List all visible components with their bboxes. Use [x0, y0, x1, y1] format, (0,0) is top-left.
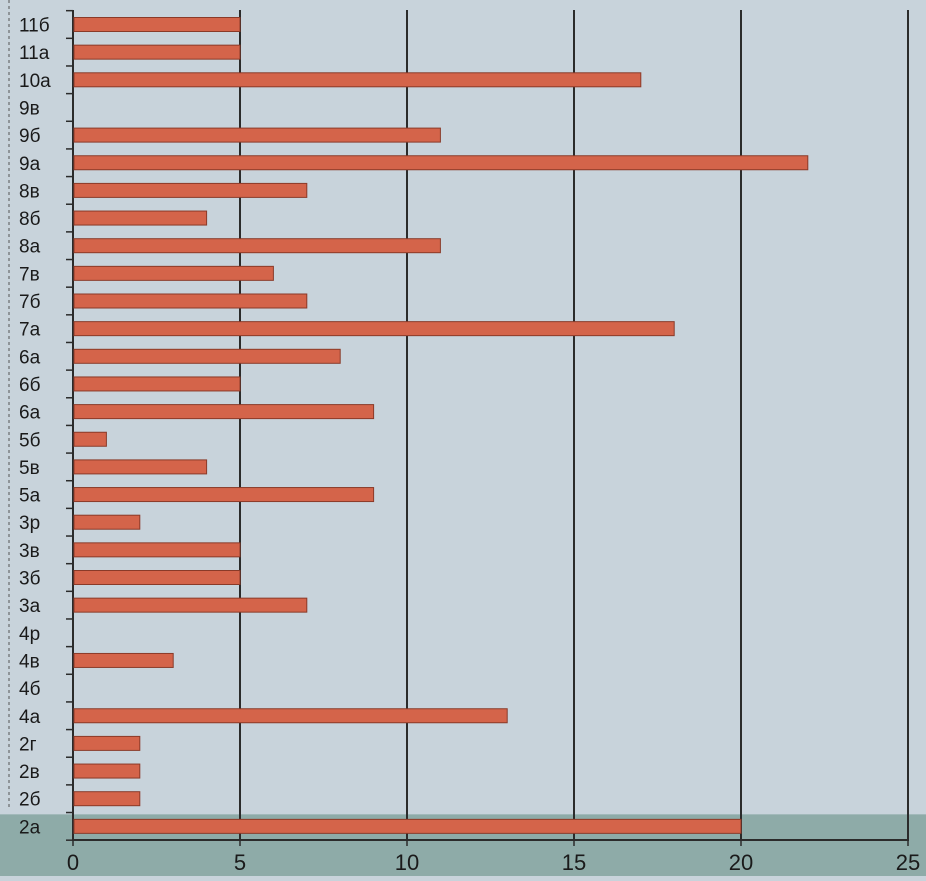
bar-11	[73, 321, 675, 337]
x-tick-label-20: 20	[729, 850, 753, 875]
category-label-23: 4в	[19, 651, 40, 672]
category-label-17: 5а	[19, 486, 41, 507]
bar-12	[73, 348, 341, 364]
bar-13	[73, 376, 241, 392]
x-tick-label-25: 25	[896, 850, 920, 875]
bar-19	[73, 542, 241, 558]
bar-18	[73, 514, 141, 530]
bar-26	[73, 735, 141, 751]
category-label-12: 6а	[19, 347, 41, 368]
category-label-24: 4б	[19, 679, 41, 700]
bar-20	[73, 570, 241, 585]
x-tick-label-0: 0	[67, 850, 79, 875]
bar-25	[73, 708, 508, 724]
bar-15	[73, 431, 107, 447]
category-label-14: 6а	[19, 403, 41, 424]
x-tick-label-15: 15	[562, 850, 586, 875]
bar-27	[73, 763, 141, 779]
x-tick-label-10: 10	[395, 850, 419, 875]
category-label-19: 3в	[19, 541, 40, 562]
category-label-29: 2а	[19, 817, 41, 838]
category-label-22: 4р	[19, 624, 40, 645]
bar-5	[73, 155, 809, 171]
bar-6	[73, 182, 308, 198]
bar-9	[73, 265, 274, 281]
bar-14	[73, 404, 375, 420]
category-label-18: 3р	[19, 513, 40, 534]
bar-28	[73, 791, 141, 807]
category-label-16: 5в	[19, 458, 40, 479]
category-label-20: 3б	[19, 569, 41, 590]
bar-10	[73, 293, 308, 309]
x-tick-label-5: 5	[234, 850, 246, 875]
bar-23	[73, 652, 174, 668]
category-label-25: 4а	[19, 707, 41, 728]
bar-4	[73, 127, 441, 143]
bar-29	[73, 818, 742, 834]
bar-2	[73, 72, 642, 88]
category-label-6: 8в	[19, 181, 40, 202]
category-label-13: 6б	[19, 375, 41, 396]
category-label-15: 5б	[19, 430, 41, 451]
category-label-27: 2в	[19, 762, 40, 783]
category-label-10: 7б	[19, 292, 41, 313]
bar-21	[73, 597, 308, 613]
category-label-7: 8б	[19, 209, 41, 230]
category-label-9: 7в	[19, 264, 40, 285]
category-label-0: 11б	[19, 16, 50, 37]
bar-8	[73, 238, 441, 254]
category-label-4: 9б	[19, 126, 41, 147]
bar-7	[73, 210, 208, 226]
category-label-11: 7а	[19, 320, 41, 341]
bar-1	[73, 44, 241, 60]
bar-0	[73, 17, 241, 32]
bar-17	[73, 487, 375, 503]
category-label-8: 8а	[19, 237, 41, 258]
category-label-1: 11а	[19, 43, 50, 64]
category-label-3: 9в	[19, 98, 40, 119]
bar-16	[73, 459, 208, 475]
category-label-21: 3а	[19, 596, 41, 617]
category-label-28: 2б	[19, 790, 41, 811]
category-label-2: 10а	[19, 71, 51, 92]
category-label-5: 9а	[19, 154, 41, 175]
category-label-26: 2г	[19, 734, 37, 755]
